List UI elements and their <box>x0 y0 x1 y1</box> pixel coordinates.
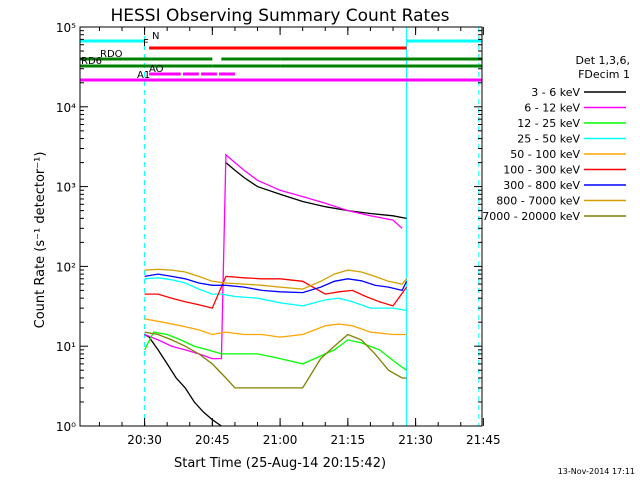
flag-label: AO <box>149 64 164 75</box>
flag-label: F <box>143 38 149 49</box>
series-line <box>144 153 403 360</box>
x-axis-label: Start Time (25-Aug-14 20:15:42) <box>174 456 386 471</box>
x-tick-label: 21:30 <box>398 433 433 447</box>
x-tick-label: 21:15 <box>331 433 366 447</box>
plot-frame <box>79 26 483 427</box>
series-line <box>144 331 407 371</box>
series-line <box>144 273 408 294</box>
series-line <box>144 331 407 389</box>
legend-label: 12 - 25 keV <box>517 117 580 130</box>
x-tick-label: 21:00 <box>263 433 298 447</box>
legend-label: 800 - 7000 keV <box>496 195 580 208</box>
legend-header-2: FDecim 1 <box>578 68 630 81</box>
series-line <box>144 268 408 290</box>
legend-label: 300 - 800 keV <box>503 179 580 192</box>
series-line <box>144 277 407 312</box>
series-line <box>225 162 407 220</box>
legend: Det 1,3,6, FDecim 1 3 - 6 keV 6 - 12 keV 1… <box>482 54 630 223</box>
x-tick-label: 21:45 <box>466 433 501 447</box>
legend-label: 100 - 300 keV <box>503 164 580 177</box>
flag-label: N <box>152 31 159 42</box>
flag-label: RDO <box>100 49 123 60</box>
axes: 20:30 20:45 21:00 21:15 21:30 21:45 10⁰ 10¹ 10² 1… <box>56 21 501 447</box>
y-tick-label: 10¹ <box>56 340 76 354</box>
legend-label: 3 - 6 keV <box>531 86 580 99</box>
flag-label: RD6 <box>81 56 102 67</box>
series-line <box>144 275 408 309</box>
legend-label: 7000 - 20000 keV <box>482 210 580 223</box>
y-tick-label: 10⁵ <box>56 21 76 35</box>
footer-timestamp: 13-Nov-2014 17:11 <box>558 467 635 476</box>
legend-label: 6 - 12 keV <box>524 102 580 115</box>
chart-title: HESSI Observing Summary Count Rates <box>110 6 449 26</box>
y-tick-label: 10⁰ <box>56 420 76 434</box>
series-line <box>144 318 407 338</box>
y-tick-label: 10² <box>56 260 76 274</box>
y-axis-label: Count Rate (s⁻¹ detector⁻¹) <box>33 152 48 329</box>
series-line <box>144 333 222 427</box>
x-tick-label: 20:45 <box>195 433 230 447</box>
legend-header-1: Det 1,3,6, <box>575 54 630 67</box>
legend-label: 50 - 100 keV <box>510 148 580 161</box>
y-tick-label: 10⁴ <box>56 101 76 115</box>
flag-label: A1 <box>137 70 150 81</box>
x-tick-label: 20:30 <box>127 433 162 447</box>
legend-label: 25 - 50 keV <box>517 133 580 146</box>
y-tick-label: 10³ <box>56 181 76 195</box>
